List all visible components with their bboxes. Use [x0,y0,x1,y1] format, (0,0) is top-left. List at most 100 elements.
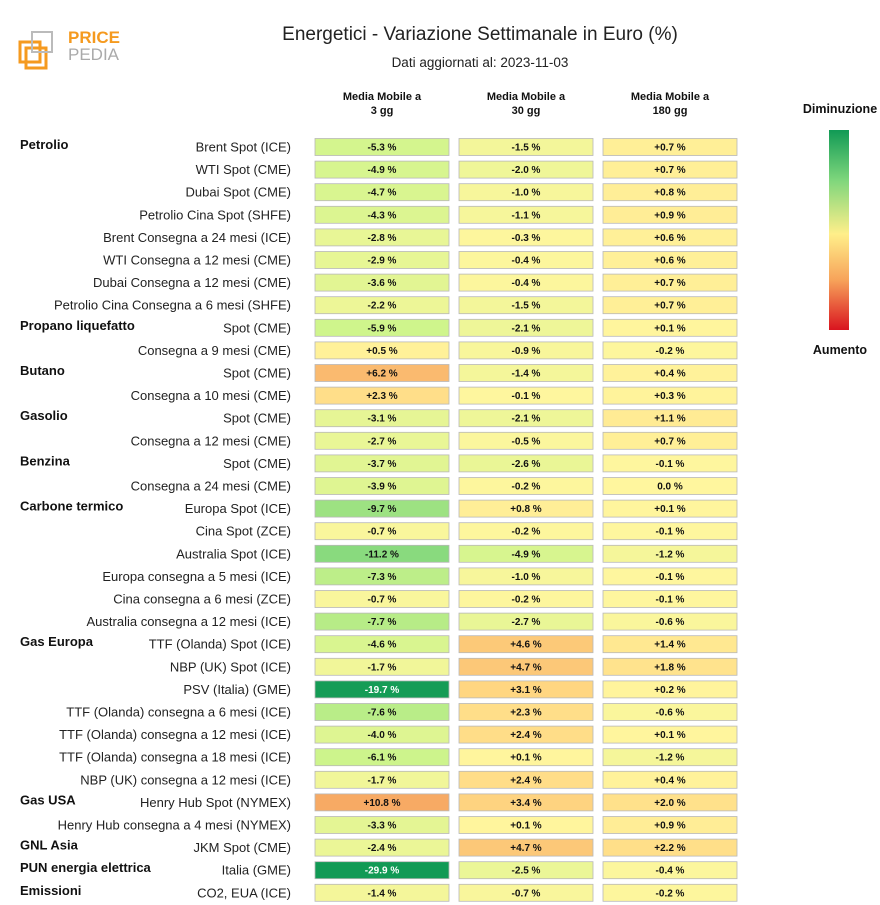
heatmap-cell [458,251,594,269]
row-label: Henry Hub consegna a 4 mesi (NYMEX) [58,818,291,833]
row-label: NBP (UK) Spot (ICE) [170,659,291,674]
cell-value: -0.9 % [512,346,541,357]
heatmap-cell [458,364,594,382]
cell-value: -3.6 % [368,278,397,289]
cell-value: -2.1 % [512,323,541,334]
heatmap-cell [314,228,450,247]
heatmap-cell [458,431,594,450]
cell-value: -4.3 % [368,210,397,221]
heatmap-cell [458,680,594,699]
cell-value: -4.0 % [368,730,397,741]
row-label: WTI Consegna a 12 mesi (CME) [103,253,291,268]
heatmap-cell [314,680,450,699]
cell-value: -1.2 % [656,753,685,764]
heatmap-cell [314,273,450,292]
cell-value: -1.7 % [368,662,397,673]
heatmap-cell [458,409,594,428]
pricepedia-logo: PRICE PEDIA [18,28,120,70]
cell-value: +0.3 % [654,391,686,402]
row-label: Australia Spot (ICE) [176,546,291,561]
heatmap-cell [602,318,738,337]
cell-value: -0.2 % [656,346,685,357]
cell-value: -0.4 % [656,866,685,877]
cell-value: -11.2 % [365,549,399,560]
row-label: Spot (CME) [223,456,291,471]
cell-value: -0.1 % [656,459,685,470]
cell-value: -0.7 % [368,527,397,538]
heatmap-cell [314,793,450,812]
row-label: Consegna a 10 mesi (CME) [131,388,291,403]
heatmap-cell [458,160,594,179]
heatmap-table: Petrolio Brent Spot (ICE) -5.3 % -1.5 % +0.7… [20,137,738,902]
cell-value: +6.2 % [366,369,398,380]
cell-value: -5.9 % [368,323,397,334]
cell-value: -9.7 % [368,504,397,515]
heatmap-cell [602,296,738,315]
heatmap-cell [602,522,738,541]
heatmap-cell [602,725,738,744]
heatmap-cell [458,477,594,495]
row-label: Australia consegna a 12 mesi (ICE) [87,614,291,629]
row-label: Consegna a 24 mesi (CME) [131,479,291,494]
cell-value: -5.3 % [368,143,397,154]
logo-text-bottom: PEDIA [68,45,120,64]
heatmap-cell [314,183,450,202]
heatmap-cell [602,386,738,405]
chart-subtitle: Dati aggiornati al: 2023-11-03 [391,55,569,70]
heatmap-cell [458,657,594,676]
cell-value: -0.4 % [512,256,541,267]
row-label: Italia (GME) [222,863,291,878]
cell-value: -0.2 % [656,888,685,899]
cell-value: -0.1 % [512,391,541,402]
heatmap-cell [458,635,594,654]
row-label: Spot (CME) [223,366,291,381]
row-label: Petrolio Cina Consegna a 6 mesi (SHFE) [54,298,291,313]
cell-value: -1.0 % [512,572,541,583]
cell-value: -1.5 % [512,143,541,154]
logo-mark-icon [18,31,53,70]
group-label: Petrolio [20,137,68,152]
heatmap-cell [458,522,594,541]
cell-value: +0.6 % [654,256,686,267]
heatmap-cell [602,590,738,608]
row-label: Europa Spot (ICE) [185,501,291,516]
row-label: Spot (CME) [223,320,291,335]
row-label: NBP (UK) consegna a 12 mesi (ICE) [80,772,291,787]
heatmap-cell [602,748,738,767]
row-label: Brent Consegna a 24 mesi (ICE) [103,230,291,245]
heatmap-cell [458,499,594,518]
heatmap-cell [314,748,450,767]
heatmap-cell [458,748,594,767]
logo-text-top: PRICE [68,28,120,47]
row-label: TTF (Olanda) consegna a 18 mesi (ICE) [59,750,291,765]
cell-value: +1.4 % [654,640,686,651]
cell-value: +0.1 % [510,821,542,832]
cell-value: -4.6 % [368,640,397,651]
cell-value: +0.8 % [654,188,686,199]
heatmap-cell [602,703,738,721]
cell-value: -0.4 % [512,278,541,289]
heatmap-cell [602,251,738,269]
cell-value: -4.9 % [368,165,397,176]
column-header-3gg-text: Media Mobile a 3 gg [342,91,422,117]
chart-title: Energetici - Variazione Settimanale in E… [282,24,678,45]
heatmap-cell [458,183,594,202]
group-label: Gasolio [20,408,68,423]
group-label: Gas USA [20,792,76,807]
heatmap-cell [314,454,450,473]
heatmap-cell [314,205,450,224]
cell-value: +0.7 % [654,436,686,447]
row-label: TTF (Olanda) Spot (ICE) [149,637,291,652]
cell-value: -0.5 % [512,436,541,447]
cell-value: -1.1 % [512,210,541,221]
heatmap-cell [314,861,450,880]
heatmap-cell [314,431,450,450]
cell-value: -1.4 % [512,369,541,380]
heatmap-cell [314,409,450,428]
cell-value: +0.2 % [654,685,686,696]
cell-value: -0.1 % [656,527,685,538]
group-label: PUN energia elettrica [20,860,152,875]
cell-value: -29.9 % [365,866,400,877]
cell-value: +4.7 % [510,662,542,673]
cell-value: -0.2 % [512,482,541,493]
